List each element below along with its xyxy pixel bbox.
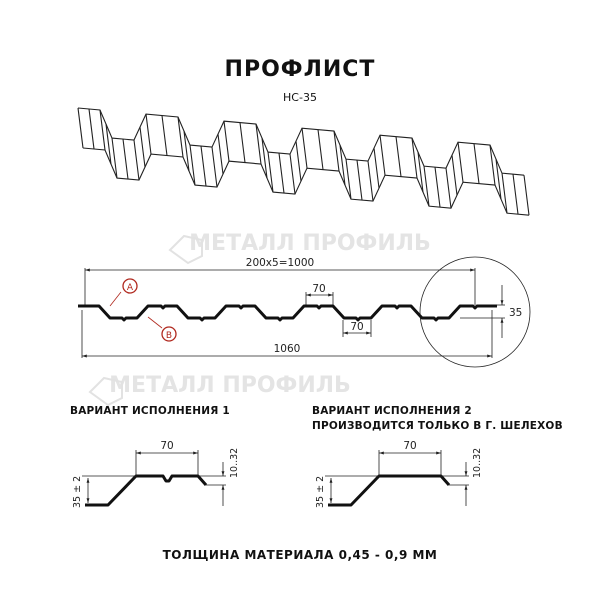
dim-height-label: 35	[509, 307, 522, 319]
marker-b-circle	[161, 326, 177, 342]
main-profile-drawing	[78, 256, 531, 368]
sheet-rib-line	[239, 122, 246, 163]
watermark-text: МЕТАЛЛ ПРОФИЛЬ	[109, 373, 351, 398]
sheet-fold-line	[345, 159, 352, 200]
sheet-fold-line	[211, 146, 218, 188]
sheet-rib-line	[217, 134, 224, 175]
sheet-fold-line	[457, 142, 464, 183]
sheet-rib-line	[512, 174, 519, 215]
marker-b: B	[166, 331, 172, 341]
sheet-fold-line	[445, 168, 452, 209]
dim-pitch-label: 200x5=1000	[246, 257, 314, 269]
dim-drop-label: 10..32	[472, 448, 483, 478]
sheet-fold-line	[289, 154, 296, 195]
dim-width-label: 1060	[274, 343, 301, 355]
sheet-fold-line	[177, 116, 184, 158]
dim-drop-label: 10..32	[229, 448, 240, 478]
dim-bottom-label: 70	[350, 321, 363, 333]
sheet-rib-line	[451, 155, 458, 196]
sheet-fold-line	[189, 145, 196, 186]
page-title: ПРОФЛИСТ	[224, 57, 376, 82]
sheet-illustration	[77, 107, 530, 216]
variant2-label: ВАРИАНТ ИСПОЛНЕНИЯ 2	[312, 405, 472, 417]
profile-detail	[85, 474, 208, 507]
sheet-rib-line	[339, 145, 346, 186]
sheet-rib-line	[317, 129, 324, 170]
sheet-fold-line	[411, 137, 418, 179]
sheet-fold-line	[501, 173, 508, 214]
sheet-rib-line	[161, 115, 168, 156]
variant1-detail: 70 35 ± 2 10..32	[72, 440, 240, 508]
sheet-fold-line	[379, 135, 386, 176]
sheet-rib-line	[122, 138, 129, 180]
watermark-logo	[88, 376, 123, 407]
sheet-fold-line	[367, 161, 374, 202]
sheet-rib-line	[434, 167, 441, 208]
sheet-rib-line	[356, 160, 363, 201]
sheet-fold-line	[333, 130, 340, 172]
sheet-rib-line	[261, 137, 268, 179]
variant2-note: ПРОИЗВОДИТСЯ ТОЛЬКО В Г. ШЕЛЕХОВ	[312, 420, 563, 432]
sheet-rib-line	[105, 123, 112, 165]
sheet-fold-line	[223, 121, 230, 162]
sheet-fold-line	[133, 139, 140, 181]
dim-top-label: 70	[312, 283, 325, 295]
sheet-fold-line	[255, 123, 262, 165]
sheet-fold-line	[145, 114, 152, 155]
sheet-fold-line	[77, 107, 84, 149]
sheet-rib-line	[139, 127, 146, 168]
product-code: НС-35	[283, 91, 317, 104]
sheet-fold-line	[489, 145, 496, 186]
sheet-rib-line	[473, 143, 480, 184]
sheet-rib-line	[88, 108, 95, 150]
detail-circle	[419, 256, 531, 368]
sheet-fold-line	[99, 109, 106, 151]
dim-top-label: 70	[160, 440, 173, 452]
watermark: МЕТАЛЛ ПРОФИЛЬ МЕТАЛЛ ПРОФИЛЬ	[88, 231, 431, 407]
watermark-logo	[168, 234, 203, 265]
profile-section	[78, 304, 497, 322]
sheet-rib-line	[417, 152, 424, 193]
sheet-rib-line	[278, 153, 285, 194]
marker-a-circle	[122, 278, 138, 294]
sheet-fold-line	[423, 166, 430, 207]
sheet-rib-line	[373, 148, 380, 189]
sheet-fold-line	[523, 175, 530, 216]
variant2-detail: 70 35 ± 2 10..32	[315, 440, 483, 508]
sheet-rib-line	[395, 136, 402, 177]
material-thickness: ТОЛЩИНА МАТЕРИАЛА 0,45 - 0,9 ММ	[162, 548, 438, 562]
dim-height-label: 35 ± 2	[72, 476, 83, 508]
variant1-label: ВАРИАНТ ИСПОЛНЕНИЯ 1	[70, 405, 230, 417]
dim-top-label: 70	[403, 440, 416, 452]
marker-a: A	[127, 283, 134, 293]
leader-a	[109, 291, 122, 307]
sheet-rib-line	[200, 146, 207, 187]
sheet-fold-line	[267, 152, 274, 193]
profile-detail	[328, 474, 451, 507]
leader-b	[147, 316, 163, 329]
sheet-rib-line	[295, 141, 302, 182]
sheet-fold-line	[111, 137, 118, 179]
watermark-text: МЕТАЛЛ ПРОФИЛЬ	[189, 231, 431, 256]
dim-height-label: 35 ± 2	[315, 476, 326, 508]
sheet-fold-line	[301, 128, 308, 169]
sheet-rib-line	[495, 159, 502, 200]
sheet-rib-line	[183, 130, 190, 172]
